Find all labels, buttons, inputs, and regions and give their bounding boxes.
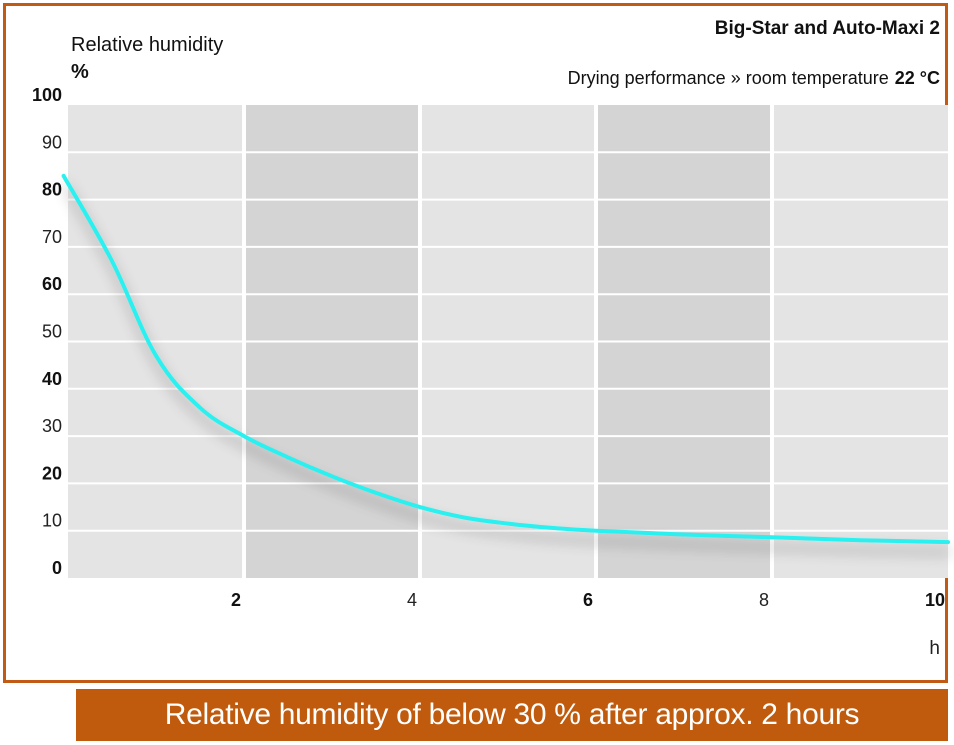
x-tick-label: 6 [583, 590, 593, 610]
y-tick-label: 100 [32, 85, 62, 105]
x-tick-label: 2 [231, 590, 241, 610]
subtitle-temperature: 22 °C [895, 68, 940, 88]
y-tick-label: 50 [42, 322, 62, 342]
humidity-series-line [61, 173, 950, 545]
y-tick-label: 70 [42, 227, 62, 247]
y-tick-label: 60 [42, 274, 62, 294]
x-axis-ticks: 2 4 6 8 10 [231, 590, 945, 610]
y-tick-label: 90 [42, 132, 62, 152]
y-tick-label: 20 [42, 463, 62, 483]
y-axis-label: Relative humidity [71, 34, 223, 56]
subtitle-prefix: Drying performance » room temperature [568, 68, 889, 88]
chart-title: Big-Star and Auto-Maxi 2 [715, 18, 940, 39]
y-axis-unit: % [71, 61, 89, 83]
y-tick-label: 10 [42, 511, 62, 531]
summary-banner: Relative humidity of below 30 % after ap… [76, 689, 948, 741]
grid-lines [68, 105, 948, 578]
y-tick-label: 30 [42, 416, 62, 436]
y-axis-ticks: 0 10 20 30 40 50 60 70 80 90 100 [32, 85, 62, 578]
y-tick-label: 80 [42, 180, 62, 200]
x-tick-label: 4 [407, 590, 417, 610]
series-layer [61, 173, 950, 545]
y-tick-label: 40 [42, 369, 62, 389]
y-tick-label: 0 [52, 558, 62, 578]
x-tick-label: 8 [759, 590, 769, 610]
summary-banner-text: Relative humidity of below 30 % after ap… [164, 698, 860, 731]
x-axis-unit: h [929, 638, 940, 659]
chart-subtitle: Drying performance » room temperature 22 … [568, 68, 940, 88]
x-tick-label: 10 [925, 590, 945, 610]
